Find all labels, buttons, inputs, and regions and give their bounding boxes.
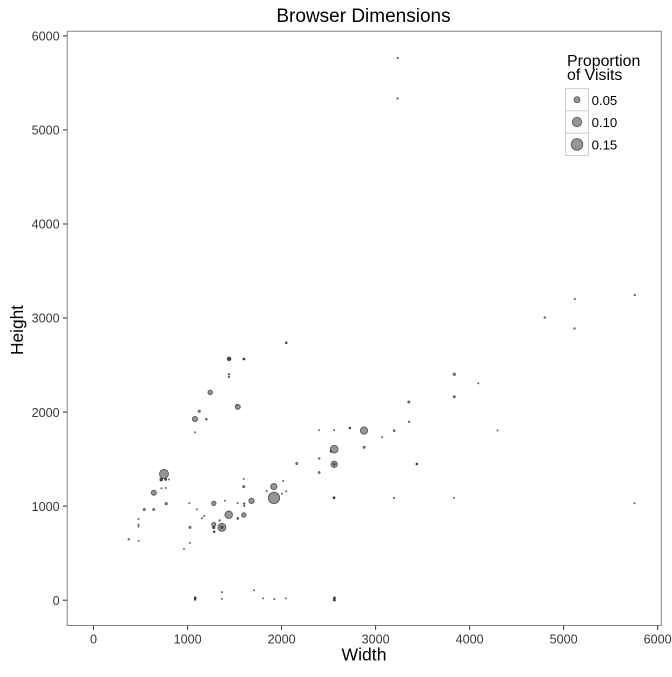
svg-text:4000: 4000: [456, 632, 484, 646]
svg-text:3000: 3000: [32, 312, 60, 326]
svg-text:3000: 3000: [362, 632, 390, 646]
svg-text:1000: 1000: [32, 500, 60, 514]
svg-text:of Visits: of Visits: [567, 67, 622, 84]
svg-text:6000: 6000: [32, 30, 60, 44]
svg-text:0.10: 0.10: [592, 115, 618, 130]
svg-text:Height: Height: [7, 305, 27, 355]
svg-text:0: 0: [90, 632, 97, 646]
svg-text:2000: 2000: [32, 406, 60, 420]
svg-text:5000: 5000: [550, 632, 578, 646]
svg-text:0: 0: [53, 594, 60, 608]
svg-text:Proportion: Proportion: [567, 53, 640, 70]
svg-text:0.05: 0.05: [592, 93, 618, 108]
svg-text:4000: 4000: [32, 218, 60, 232]
svg-text:5000: 5000: [32, 124, 60, 138]
svg-text:Width: Width: [342, 644, 387, 664]
svg-text:2000: 2000: [268, 632, 296, 646]
svg-text:1000: 1000: [174, 632, 202, 646]
svg-text:6000: 6000: [644, 632, 672, 646]
svg-text:Browser Dimensions: Browser Dimensions: [276, 6, 450, 27]
svg-text:0.15: 0.15: [592, 138, 618, 153]
